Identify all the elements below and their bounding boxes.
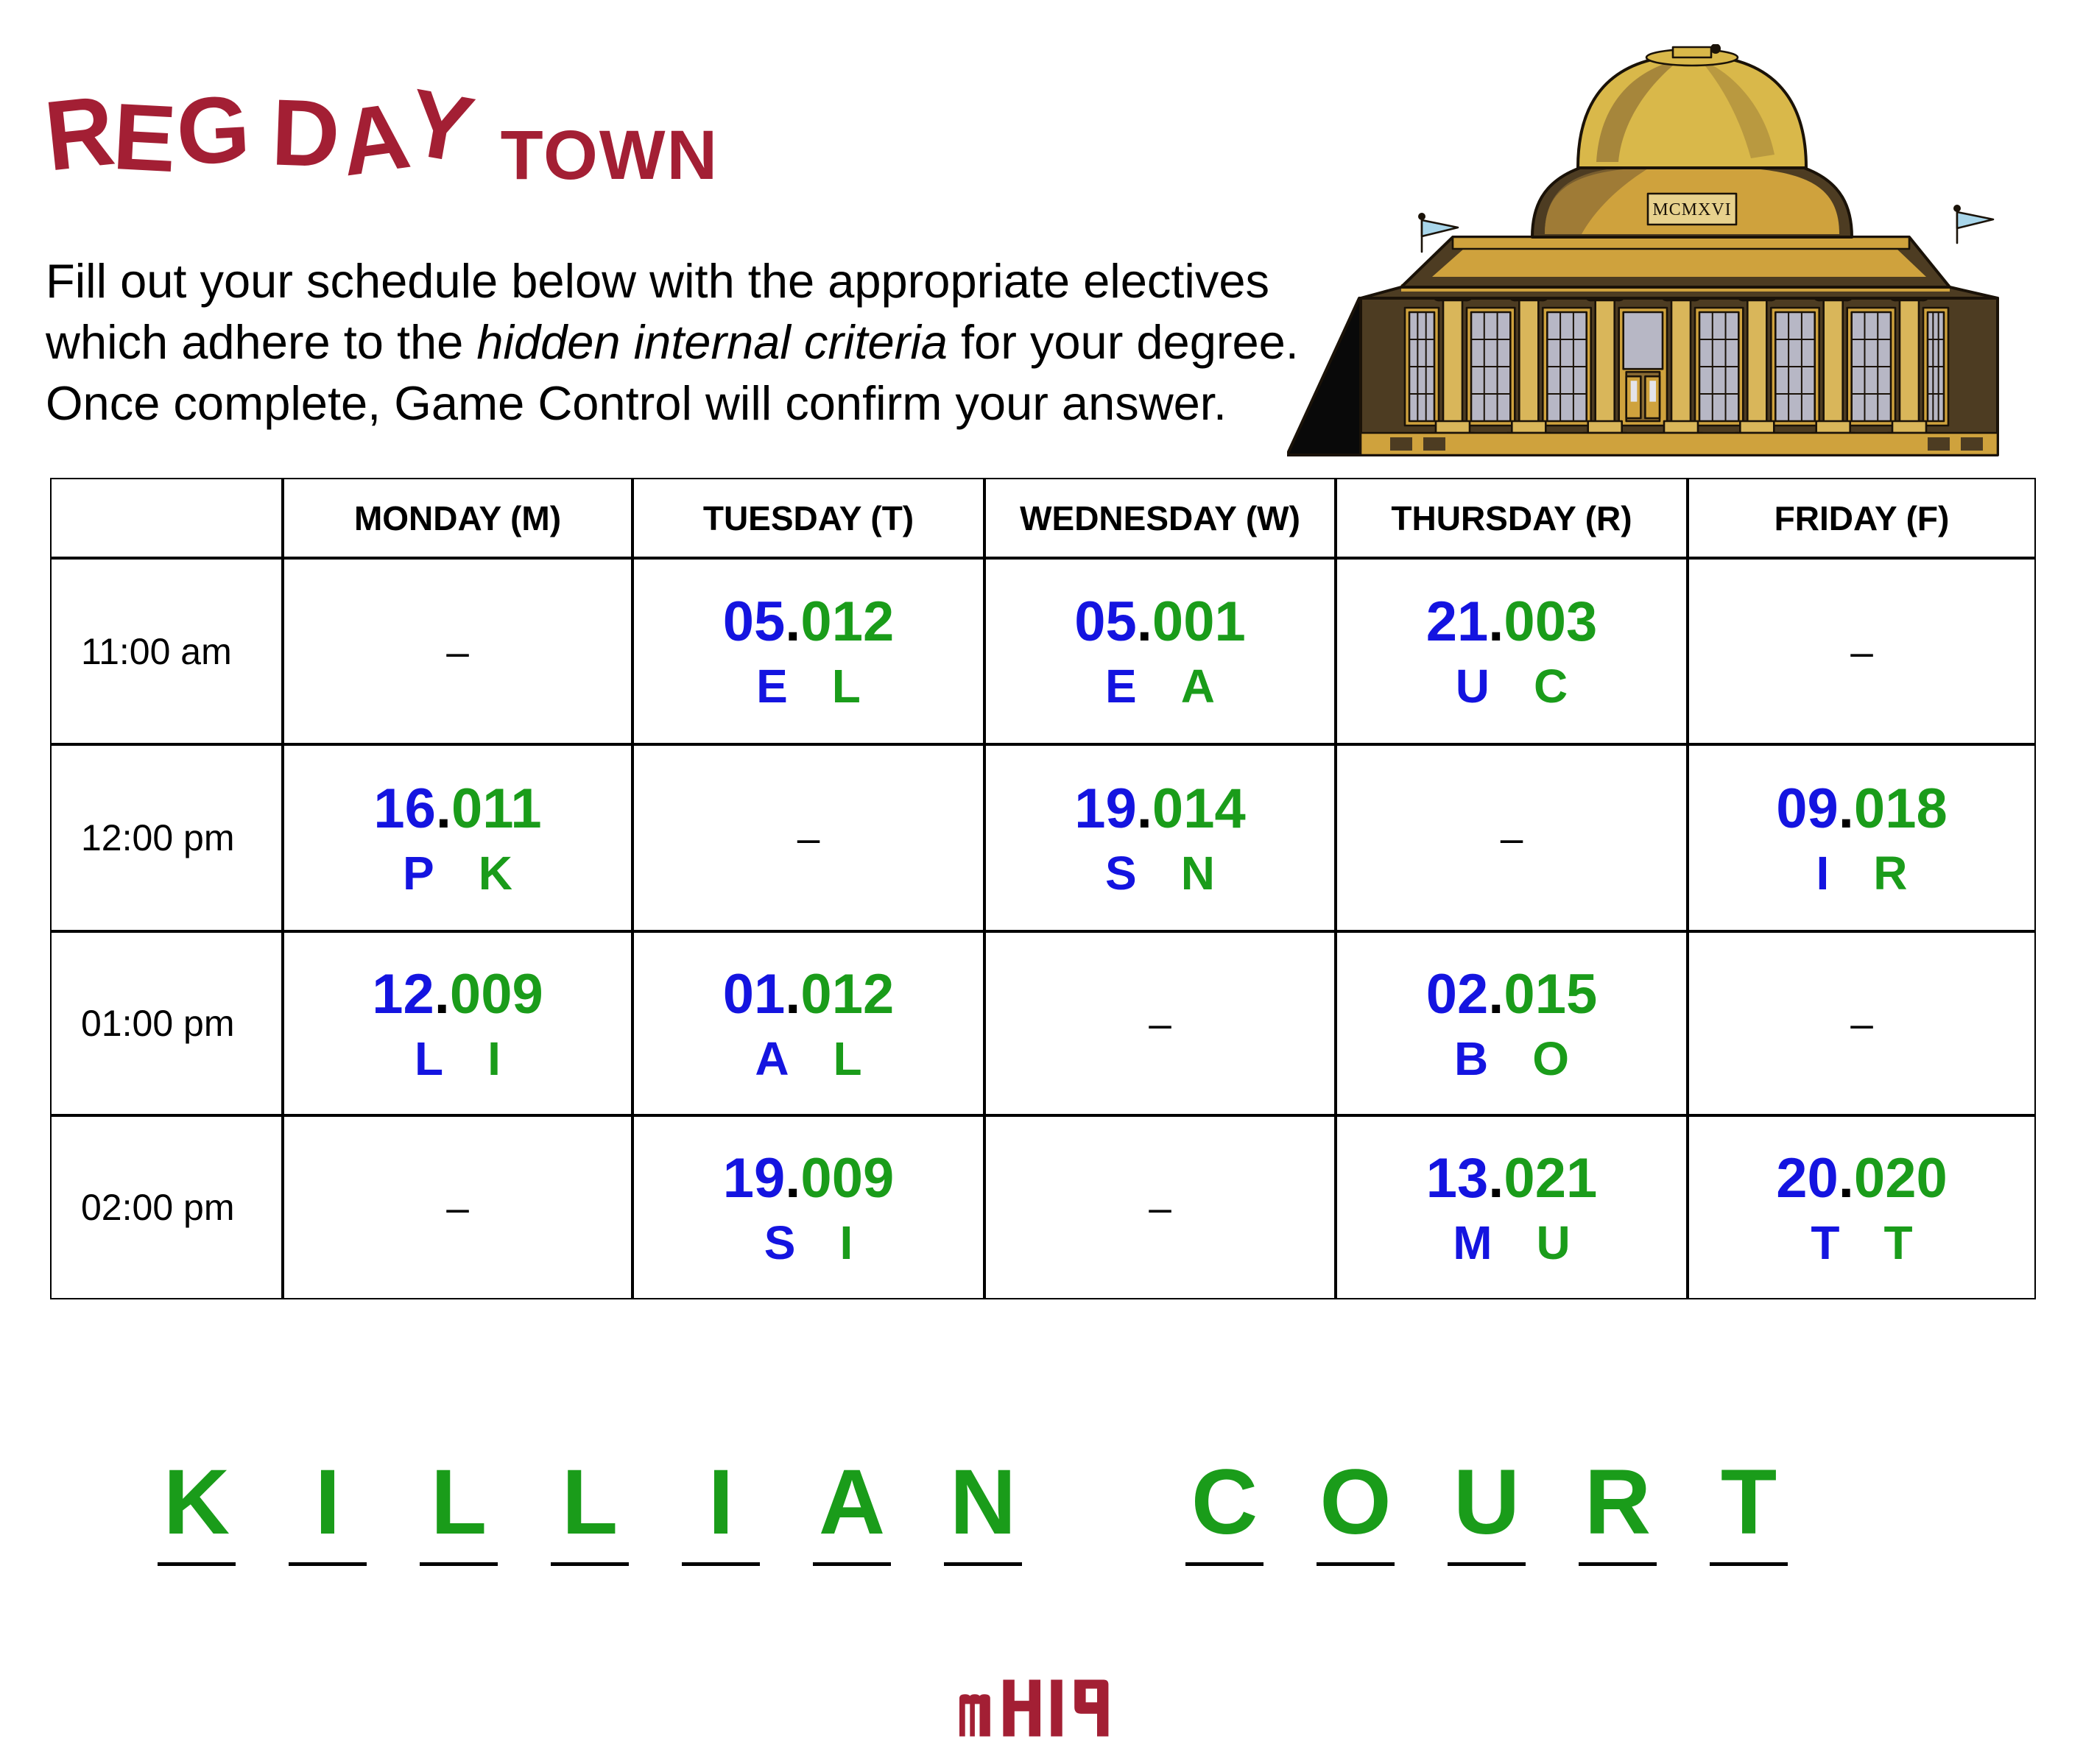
svg-text:MCMXVI: MCMXVI xyxy=(1652,200,1731,219)
